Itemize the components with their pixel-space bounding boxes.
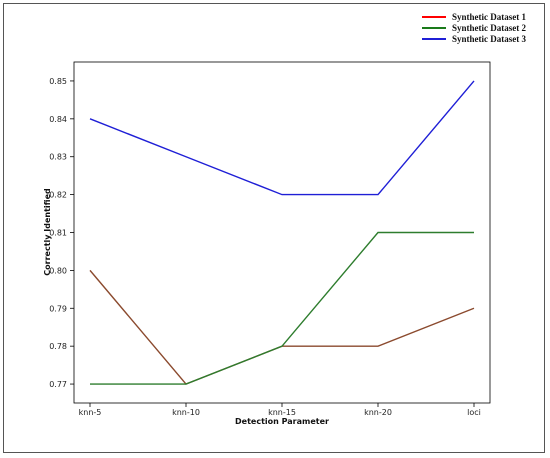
y-tick-label: 0.80	[49, 266, 67, 275]
y-tick-label: 0.77	[49, 380, 67, 389]
y-tick-label: 0.78	[49, 342, 67, 351]
legend-label-1: Synthetic Dataset 1	[452, 12, 526, 22]
x-tick-label: loci	[467, 408, 481, 417]
legend-label-2: Synthetic Dataset 2	[452, 23, 526, 33]
series-line-2	[90, 231, 474, 385]
x-tick-label: knn-5	[79, 408, 102, 417]
y-axis-title: Correctly Identified	[43, 188, 52, 276]
x-axis-title: Detection Parameter	[235, 417, 329, 426]
legend-label-3: Synthetic Dataset 3	[452, 34, 526, 44]
x-tick-label: knn-10	[172, 408, 200, 417]
x-axis: knn-5 knn-10 knn-15 knn-20 loci	[79, 403, 481, 417]
y-tick-label: 0.81	[49, 229, 67, 238]
y-tick-label: 0.82	[49, 191, 67, 200]
series-lines	[89, 80, 475, 385]
x-tick-label: knn-15	[268, 408, 296, 417]
y-tick-label: 0.83	[49, 153, 67, 162]
figure-frame	[3, 3, 545, 453]
x-tick-label: knn-20	[364, 408, 392, 417]
y-tick-label: 0.79	[49, 304, 67, 313]
series-line-1	[89, 269, 475, 385]
y-tick-label: 0.84	[49, 115, 67, 124]
y-tick-label: 0.85	[49, 77, 67, 86]
series-line-3	[89, 80, 475, 196]
y-axis: 0.77 0.78 0.79 0.80 0.81 0.82 0.83 0.84 0.85	[49, 77, 74, 389]
